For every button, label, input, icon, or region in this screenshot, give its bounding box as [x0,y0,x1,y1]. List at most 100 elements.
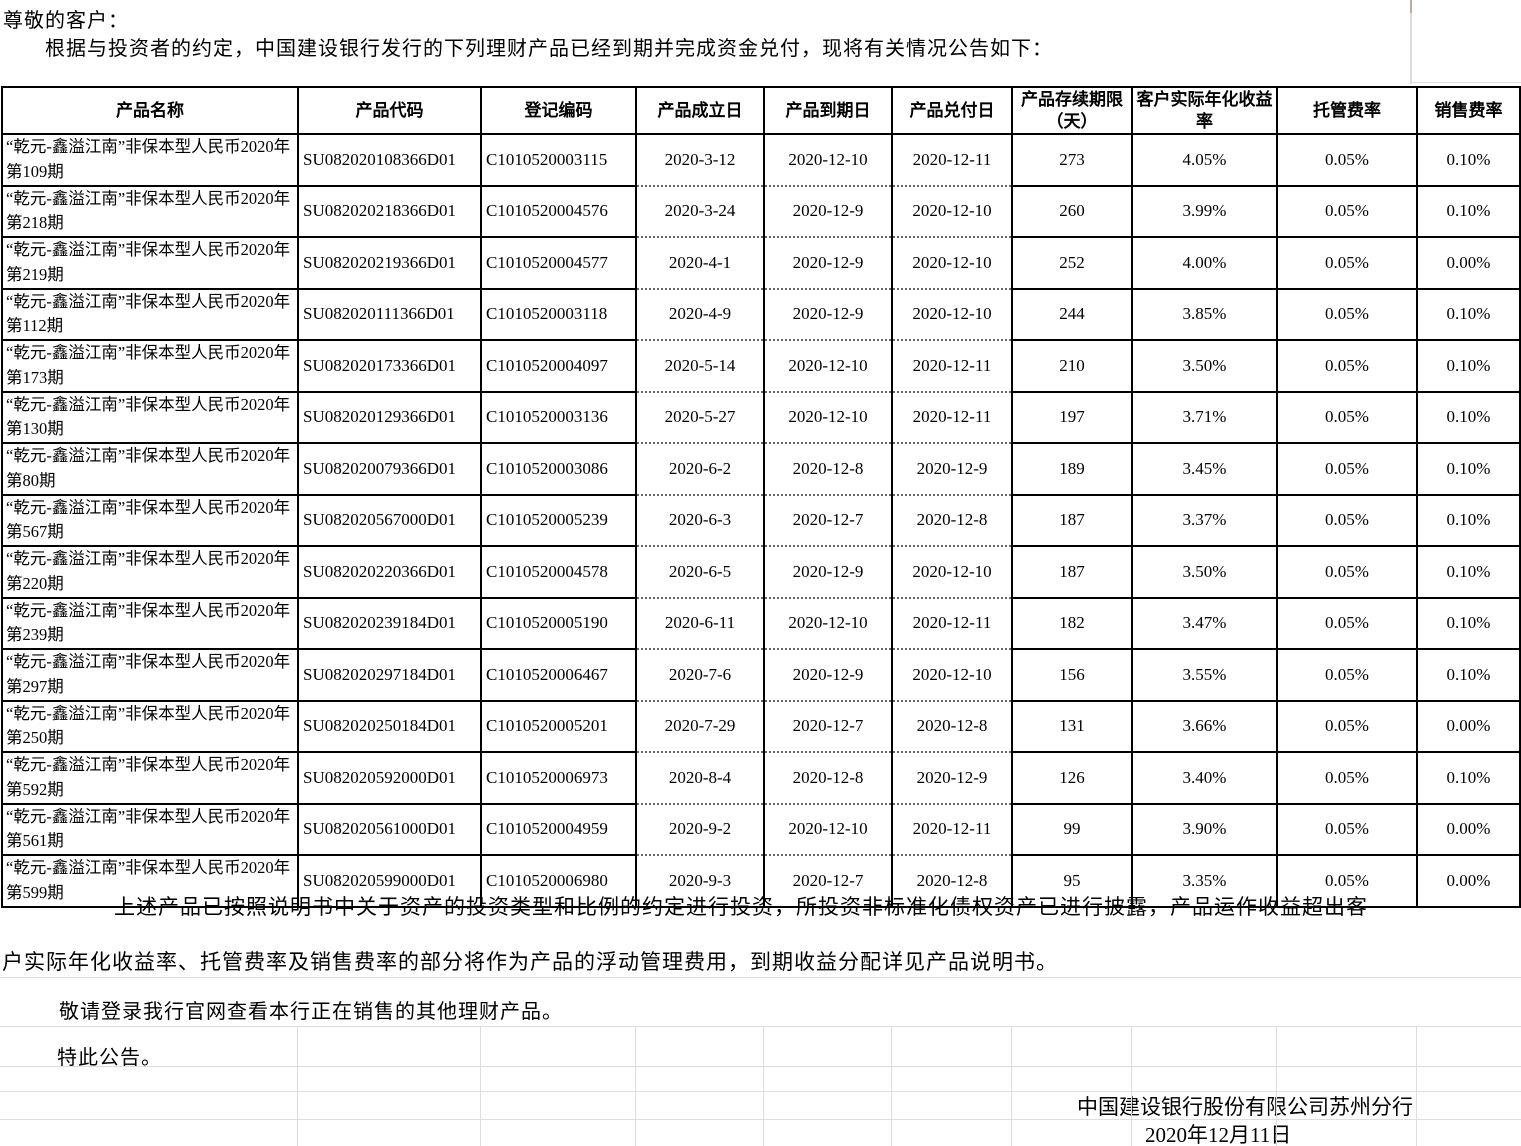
cell-custody-fee-rate: 0.05% [1276,802,1418,856]
cell-duration-days: 187 [1011,545,1133,599]
cell-custody-fee-rate: 0.05% [1276,236,1418,290]
gridline [0,1026,1521,1027]
cell-sales-fee-rate: 0.10% [1416,545,1521,599]
column-header-actual-annual-yield: 客户实际年化收益率 [1131,86,1278,135]
cell-product-name: “乾元-鑫溢江南”非保本型人民币2020年第220期 [1,545,299,599]
cell-actual-annual-yield: 3.71% [1131,390,1278,444]
table-row: “乾元-鑫溢江南”非保本型人民币2020年第561期 SU082020561000… [1,802,1521,856]
cell-start-date: 2020-6-2 [635,442,765,496]
cell-registration-code: C1010520004577 [480,236,637,290]
note-paragraph-line1: 上述产品已按照说明书中关于资产的投资类型和比例的约定进行投资，所投资非标准化债权… [114,895,1368,919]
gridline [0,1066,1521,1067]
table-row: “乾元-鑫溢江南”非保本型人民币2020年第173期 SU082020173366… [1,339,1521,393]
gridline [0,977,1521,978]
table-row: “乾元-鑫溢江南”非保本型人民币2020年第218期 SU082020218366… [1,184,1521,238]
cell-maturity-date: 2020-12-10 [763,339,893,393]
cell-registration-code: C1010520003115 [480,133,637,187]
table-row: “乾元-鑫溢江南”非保本型人民币2020年第112期 SU082020111366… [1,287,1521,341]
cell-payment-date: 2020-12-10 [891,648,1013,702]
cell-product-name: “乾元-鑫溢江南”非保本型人民币2020年第173期 [1,339,299,393]
table-row: “乾元-鑫溢江南”非保本型人民币2020年第250期 SU082020250184… [1,699,1521,753]
cell-registration-code: C1010520004959 [480,802,637,856]
cell-maturity-date: 2020-12-10 [763,596,893,650]
cell-maturity-date: 2020-12-8 [763,751,893,805]
cell-product-name: “乾元-鑫溢江南”非保本型人民币2020年第297期 [1,648,299,702]
column-header-sales-fee-rate: 销售费率 [1416,86,1521,135]
cell-product-code: SU082020111366D01 [297,287,482,341]
cell-sales-fee-rate: 0.10% [1416,751,1521,805]
cell-custody-fee-rate: 0.05% [1276,751,1418,805]
cell-product-code: SU082020108366D01 [297,133,482,187]
cell-sales-fee-rate: 0.10% [1416,287,1521,341]
cell-start-date: 2020-9-2 [635,802,765,856]
cell-start-date: 2020-5-27 [635,390,765,444]
cell-actual-annual-yield: 3.35% [1131,854,1278,908]
cell-product-code: SU082020219366D01 [297,236,482,290]
cell-registration-code: C1010520003118 [480,287,637,341]
cell-actual-annual-yield: 4.00% [1131,236,1278,290]
cell-payment-date: 2020-12-8 [891,699,1013,753]
cell-sales-fee-rate: 0.10% [1416,184,1521,238]
cell-actual-annual-yield: 3.66% [1131,699,1278,753]
cell-sales-fee-rate: 0.10% [1416,648,1521,702]
table-row: “乾元-鑫溢江南”非保本型人民币2020年第80期 SU082020079366D… [1,442,1521,496]
table-row: “乾元-鑫溢江南”非保本型人民币2020年第297期 SU082020297184… [1,648,1521,702]
cell-start-date: 2020-6-5 [635,545,765,599]
matured-products-table: 产品名称 产品代码 登记编码 产品成立日 产品到期日 产品兑付日 产品存续期限（天） 客户实际… [1,86,1521,908]
salutation-text: 尊敬的客户： [3,10,129,32]
cell-actual-annual-yield: 3.37% [1131,493,1278,547]
issuer-bank-name: 中国建设银行股份有限公司苏州分行 [1077,1095,1413,1119]
cell-registration-code: C1010520006973 [480,751,637,805]
cell-duration-days: 273 [1011,133,1133,187]
cell-actual-annual-yield: 3.50% [1131,339,1278,393]
column-header-maturity-date: 产品到期日 [763,86,893,135]
cell-registration-code: C1010520004578 [480,545,637,599]
cell-start-date: 2020-6-11 [635,596,765,650]
cell-maturity-date: 2020-12-9 [763,287,893,341]
cell-sales-fee-rate: 0.00% [1416,699,1521,753]
cell-duration-days: 187 [1011,493,1133,547]
cell-sales-fee-rate: 0.10% [1416,133,1521,187]
cell-duration-days: 95 [1011,854,1133,908]
cell-payment-date: 2020-12-11 [891,133,1013,187]
cell-maturity-date: 2020-12-8 [763,442,893,496]
cell-sales-fee-rate: 0.00% [1416,236,1521,290]
cell-product-code: SU082020079366D01 [297,442,482,496]
cell-duration-days: 197 [1011,390,1133,444]
cell-product-code: SU082020250184D01 [297,699,482,753]
cell-actual-annual-yield: 3.40% [1131,751,1278,805]
cell-product-code: SU082020567000D01 [297,493,482,547]
note-official-site-line: 敬请登录我行官网查看本行正在销售的其他理财产品。 [59,1001,563,1023]
cell-sales-fee-rate: 0.10% [1416,493,1521,547]
gridline [1416,1026,1417,1146]
cell-actual-annual-yield: 3.85% [1131,287,1278,341]
cell-sales-fee-rate: 0.10% [1416,442,1521,496]
cell-duration-days: 189 [1011,442,1133,496]
cell-registration-code: C1010520004097 [480,339,637,393]
cell-actual-annual-yield: 3.99% [1131,184,1278,238]
cell-payment-date: 2020-12-11 [891,390,1013,444]
cell-payment-date: 2020-12-11 [891,339,1013,393]
cell-actual-annual-yield: 3.50% [1131,545,1278,599]
cell-duration-days: 252 [1011,236,1133,290]
cell-product-name: “乾元-鑫溢江南”非保本型人民币2020年第599期 [1,854,299,908]
cell-product-code: SU082020129366D01 [297,390,482,444]
cell-start-date: 2020-8-4 [635,751,765,805]
gridline [763,1026,764,1146]
cell-product-name: “乾元-鑫溢江南”非保本型人民币2020年第112期 [1,287,299,341]
table-row: “乾元-鑫溢江南”非保本型人民币2020年第239期 SU082020239184… [1,596,1521,650]
cell-maturity-date: 2020-12-7 [763,854,893,908]
cell-maturity-date: 2020-12-9 [763,545,893,599]
gridline [297,1026,298,1146]
cell-payment-date: 2020-12-9 [891,751,1013,805]
cell-start-date: 2020-3-24 [635,184,765,238]
gridline [1131,1026,1132,1146]
announcement-intro-text: 根据与投资者的约定，中国建设银行发行的下列理财产品已经到期并完成资金兑付，现将有… [45,38,1053,60]
cell-duration-days: 99 [1011,802,1133,856]
cell-custody-fee-rate: 0.05% [1276,339,1418,393]
announcement-date: 2020年12月11日 [1145,1123,1292,1146]
gridline [1011,1026,1012,1146]
cell-actual-annual-yield: 4.05% [1131,133,1278,187]
cell-sales-fee-rate: 0.00% [1416,802,1521,856]
